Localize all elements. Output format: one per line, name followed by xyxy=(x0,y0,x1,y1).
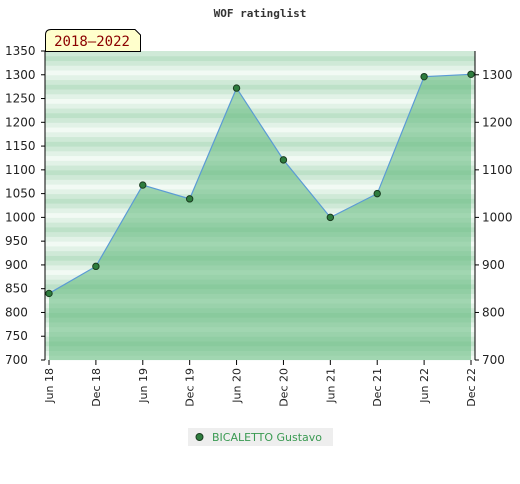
x-tick-label: Jun 19 xyxy=(137,368,150,404)
data-point xyxy=(420,72,428,81)
y-tick-label-right: 1000 xyxy=(482,210,513,224)
x-tick-label: Dec 21 xyxy=(371,368,384,407)
x-tick-label: Dec 18 xyxy=(90,368,103,407)
legend-box xyxy=(188,428,333,446)
data-point xyxy=(232,84,241,92)
data-point xyxy=(373,189,381,198)
series-line xyxy=(48,73,472,294)
y-tick-label-left: 700 xyxy=(5,353,28,367)
period-label: 2018–2022 xyxy=(45,29,141,52)
y-tick-label-left: 1300 xyxy=(5,68,36,82)
plot-band xyxy=(45,108,475,114)
plot-band xyxy=(45,79,475,85)
x-tick-label: Dec 22 xyxy=(465,368,478,407)
plot-band xyxy=(45,51,475,57)
data-point xyxy=(279,156,288,164)
y-tick-label-left: 800 xyxy=(5,305,28,319)
y-tick-label-left: 900 xyxy=(5,258,28,272)
plot-band xyxy=(45,117,475,123)
y-tick-label-left: 1250 xyxy=(5,92,36,106)
y-tick-label-left: 950 xyxy=(5,234,28,248)
y-tick-label-left: 1100 xyxy=(5,163,36,177)
plot-band xyxy=(45,55,475,62)
plot-band xyxy=(45,60,475,66)
y-tick-label-left: 1000 xyxy=(5,210,36,224)
period-label-text: 2018–2022 xyxy=(54,34,130,50)
plot-band xyxy=(45,65,475,71)
data-point xyxy=(139,181,147,189)
y-tick-label-left: 850 xyxy=(5,282,28,296)
legend-series-name: BICALETTO Gustavo xyxy=(212,431,322,444)
plot-band xyxy=(45,98,475,104)
y-tick-label-left: 1200 xyxy=(5,115,36,129)
x-tick-label: Jun 21 xyxy=(324,368,337,404)
series-area xyxy=(49,74,471,360)
y-tick-label-right: 900 xyxy=(482,258,505,272)
data-point xyxy=(467,70,475,78)
x-tick-label: Dec 20 xyxy=(277,368,290,407)
y-tick-label-left: 1150 xyxy=(5,139,36,153)
period-label-box xyxy=(45,29,141,52)
legend: BICALETTO Gustavo xyxy=(188,428,333,446)
x-tick-label: Dec 19 xyxy=(184,368,197,407)
x-tick-label: Jun 22 xyxy=(418,368,431,404)
y-tick-label-left: 1050 xyxy=(5,187,36,201)
y-tick-label-right: 1200 xyxy=(482,115,513,129)
plot-band xyxy=(45,93,475,100)
chart-title: WOF ratinglist xyxy=(214,7,307,20)
data-point xyxy=(326,213,335,222)
plot-band xyxy=(45,103,475,109)
plot-band xyxy=(45,74,475,81)
area-group xyxy=(48,73,472,360)
x-tick-label: Jun 18 xyxy=(43,368,56,404)
data-point xyxy=(45,289,53,298)
plot-band xyxy=(45,84,475,90)
plot-band xyxy=(45,89,475,95)
data-point xyxy=(185,195,194,203)
plot-band xyxy=(45,112,475,119)
y-tick-label-right: 800 xyxy=(482,305,505,319)
y-tick-label-right: 700 xyxy=(482,353,505,367)
legend-marker xyxy=(195,433,204,441)
plot-band xyxy=(45,70,475,76)
axes: 700 750 800 850 900 950 1000 1050 1100 1150 1200 12… xyxy=(5,44,513,407)
data-point xyxy=(92,262,100,271)
y-tick-label-left: 750 xyxy=(5,329,28,343)
y-tick-label-right: 1300 xyxy=(482,68,513,82)
data-markers xyxy=(45,70,475,298)
x-tick-label: Jun 20 xyxy=(231,368,244,404)
y-tick-label-left: 1350 xyxy=(5,44,36,58)
y-tick-label-right: 1100 xyxy=(482,163,513,177)
